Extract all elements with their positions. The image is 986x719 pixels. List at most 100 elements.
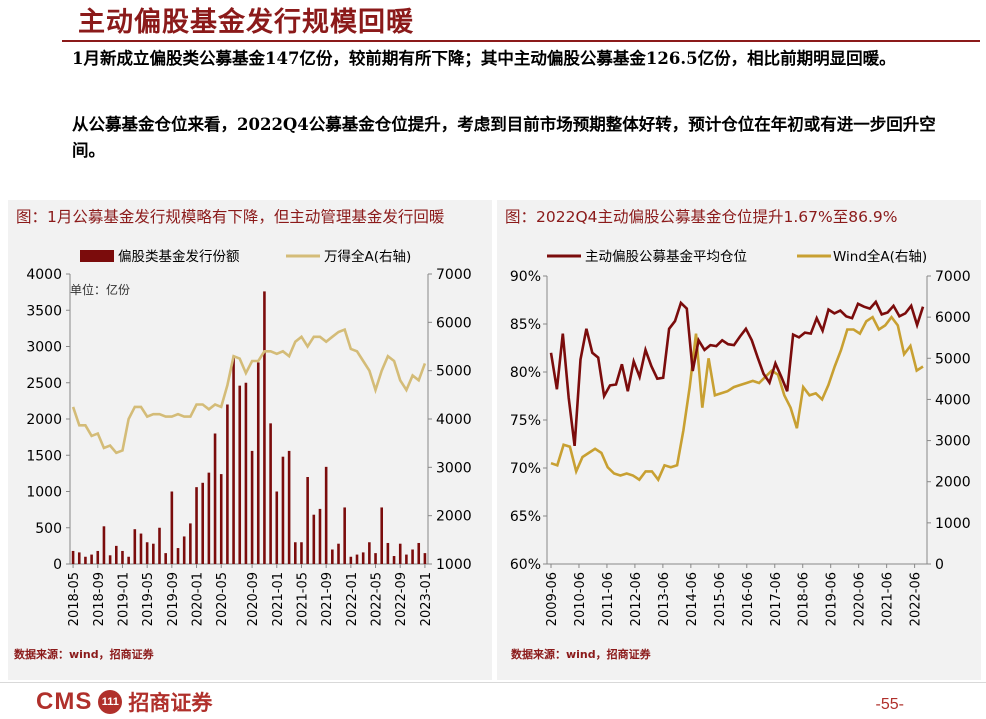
issuance-bar	[232, 356, 235, 564]
logo-badge-icon: 111	[98, 690, 123, 714]
issuance-bar	[244, 382, 248, 564]
issuance-bar	[343, 507, 346, 564]
issuance-bar	[201, 482, 205, 564]
right-y-tick-label: 4000	[935, 392, 971, 408]
fund-position-line	[549, 299, 925, 447]
x-tick-label: 2013-06	[657, 572, 672, 626]
issuance-bar	[300, 542, 303, 564]
right-chart-svg: 主动偏股公募基金平均仓位 Wind全A(右轴) 60% 65% 70% 75% 80% 85…	[510, 248, 971, 626]
left-y-tick-label: 65%	[510, 509, 541, 525]
right-chart-title: 图：2022Q4主动偏股公募基金仓位提升1.67%至86.9%	[505, 208, 898, 226]
right-y-tick-label: 0	[935, 557, 944, 573]
left-y-tick-label: 3000	[26, 340, 62, 356]
left-y-tick-label: 2500	[26, 376, 62, 392]
x-tick-label: 2019-09	[166, 572, 181, 626]
right-chart-source: 数据来源：wind，招商证券	[511, 648, 651, 661]
issuance-bar	[405, 554, 408, 564]
issuance-bar	[158, 527, 161, 564]
issuance-bar	[84, 556, 87, 564]
issuance-bar	[398, 543, 402, 564]
issuance-bar	[380, 507, 384, 564]
issuance-bar	[145, 542, 149, 564]
x-tick-label: 2016-06	[741, 572, 756, 626]
x-tick-label: 2023-01	[419, 572, 434, 626]
x-tick-label: 2018-06	[797, 572, 812, 626]
issuance-bar	[306, 477, 309, 564]
x-tick-label: 2010-06	[573, 572, 588, 626]
issuance-bar	[423, 553, 427, 564]
issuance-bar	[349, 556, 353, 564]
right-y-tick-label: 3000	[436, 460, 472, 476]
issuance-bar	[368, 542, 371, 564]
issuance-bar	[114, 545, 118, 564]
issuance-bar	[293, 542, 297, 564]
right-y-tick-label: 1000	[436, 557, 472, 573]
left-chart-source: 数据来源：wind，招商证券	[14, 648, 154, 661]
left-y-tick-label: 2000	[26, 412, 62, 428]
right-y-tick-label: 2000	[436, 509, 472, 525]
issuance-bar	[176, 548, 180, 564]
x-tick-label: 2021-09	[320, 572, 335, 626]
right-y-tick-label: 2000	[935, 475, 971, 491]
x-tick-label: 2021-01	[271, 572, 286, 626]
x-tick-label: 2022-01	[345, 572, 360, 626]
left-y-tick-label: 70%	[510, 461, 541, 477]
issuance-bar	[182, 536, 186, 564]
issuance-bar	[386, 542, 390, 564]
issuance-bar	[337, 543, 340, 564]
issuance-bar	[90, 554, 93, 564]
issuance-bar	[207, 472, 211, 564]
right-y-tick-label: 7000	[436, 267, 472, 283]
legend-position-label: 主动偏股公募基金平均仓位	[585, 248, 747, 265]
issuance-bar	[77, 552, 81, 564]
x-tick-label: 2019-05	[141, 572, 156, 626]
issuance-bar	[152, 543, 155, 564]
issuance-bar	[127, 556, 130, 564]
issuance-bar	[164, 553, 167, 564]
issuance-bar	[318, 508, 322, 564]
issuance-bar	[226, 404, 229, 564]
issuance-bar	[361, 552, 365, 564]
issuance-bar	[170, 491, 174, 564]
x-tick-label: 2018-09	[92, 572, 107, 626]
x-tick-label: 2022-09	[394, 572, 409, 626]
footer-divider	[0, 682, 986, 683]
x-tick-label: 2022-05	[370, 572, 385, 626]
x-tick-label: 2018-05	[67, 572, 82, 626]
left-chart-title: 图：1月公募基金发行规模略有下降，但主动管理基金发行回暖	[16, 208, 445, 226]
right-chart-panel: 图：2022Q4主动偏股公募基金仓位提升1.67%至86.9% 主动偏股公募基金…	[497, 200, 981, 680]
x-tick-label: 2019-06	[825, 572, 840, 626]
issuance-bar	[96, 550, 100, 564]
x-tick-label: 2015-06	[713, 572, 728, 626]
summary-paragraph-2: 从公募基金仓位来看，2022Q4公募基金仓位提升，考虑到目前市场预期整体好转，预…	[72, 115, 936, 160]
issuance-bar	[250, 450, 254, 564]
left-y-tick-label: 90%	[510, 269, 541, 285]
issuance-bar	[355, 554, 359, 564]
issuance-bar	[121, 550, 124, 564]
issuance-bar	[195, 487, 198, 564]
x-tick-label: 2012-06	[629, 572, 644, 626]
issuance-bar	[213, 433, 217, 564]
issuance-bar	[287, 450, 291, 564]
issuance-bar	[219, 474, 223, 564]
summary-paragraph-1: 1月新成立偏股类公募基金147亿份，较前期有所下降；其中主动偏股公募基金126.…	[72, 49, 896, 68]
left-chart-panel: 图：1月公募基金发行规模略有下降，但主动管理基金发行回暖 偏股类基金发行份额 万得…	[8, 200, 492, 680]
left-y-tick-label: 1000	[26, 485, 62, 501]
logo-chinese-text: 招商证券	[128, 690, 213, 715]
page-title: 主动偏股基金发行规模回暖	[78, 7, 414, 38]
legend-bar-swatch	[80, 250, 114, 262]
left-y-tick-label: 75%	[510, 413, 541, 429]
x-tick-label: 2014-06	[685, 572, 700, 626]
issuance-bar	[331, 549, 334, 564]
x-tick-label: 2022-06	[909, 572, 924, 626]
left-y-tick-label: 80%	[510, 365, 541, 381]
issuance-bar	[275, 491, 279, 564]
x-tick-label: 2020-05	[215, 572, 230, 626]
issuance-bar	[71, 550, 75, 564]
x-tick-label: 2020-01	[191, 572, 206, 626]
issuance-bar	[269, 423, 272, 564]
x-tick-label: 2009-06	[545, 572, 560, 626]
x-tick-label: 2021-05	[295, 572, 310, 626]
x-tick-label: 2019-01	[116, 572, 131, 626]
right-y-tick-label: 4000	[436, 412, 472, 428]
